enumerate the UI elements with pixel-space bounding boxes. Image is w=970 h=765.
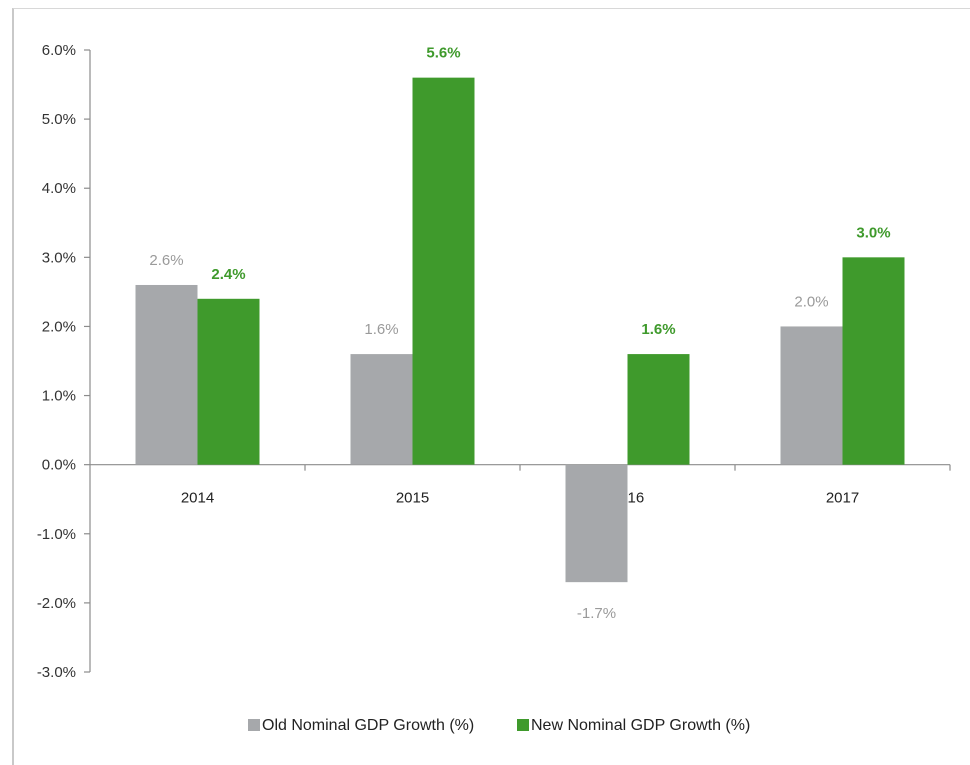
new-gdp-bar [627, 354, 690, 465]
new-gdp-bar [842, 257, 905, 465]
old-gdp-label: 1.6% [364, 321, 398, 338]
new-gdp-label: 5.6% [426, 45, 460, 62]
old-gdp-bar [780, 326, 843, 465]
legend-label-new: New Nominal GDP Growth (%) [531, 717, 750, 734]
y-tick-label: 1.0% [42, 388, 76, 405]
bars [135, 77, 905, 583]
y-tick-label: -3.0% [37, 664, 76, 681]
legend: Old Nominal GDP Growth (%) New Nominal GD… [248, 717, 750, 734]
new-gdp-bar [412, 77, 475, 465]
new-gdp-label: 3.0% [856, 224, 890, 241]
new-gdp-label: 2.4% [211, 266, 245, 283]
y-tick-label: -2.0% [37, 595, 76, 612]
y-tick-label: 2.0% [42, 318, 76, 335]
old-gdp-bar [135, 284, 198, 465]
y-tick-label: 6.0% [42, 42, 76, 59]
x-tick-label: 2015 [396, 490, 429, 507]
y-tick-label: 3.0% [42, 249, 76, 266]
legend-swatch-old [248, 719, 260, 731]
y-tick-label: -1.0% [37, 526, 76, 543]
y-tick-label: 5.0% [42, 111, 76, 128]
old-gdp-bar [350, 354, 413, 465]
axes: -3.0% -2.0% -1.0% 0.0% 1.0% 2.0% 3.0% 4.0% 5.0% 6… [37, 42, 951, 681]
chart-frame [12, 8, 970, 765]
y-tick-label: 4.0% [42, 180, 76, 197]
old-gdp-bar [565, 464, 628, 583]
data-labels: 2.6% 2.4% 1.6% 5.6% -1.7% 1.6% 2.0% 3.0% [149, 45, 890, 623]
legend-label-old: Old Nominal GDP Growth (%) [262, 717, 474, 734]
x-tick-label: 2017 [826, 490, 859, 507]
y-tick-label: 0.0% [42, 457, 76, 474]
new-gdp-label: 1.6% [641, 321, 675, 338]
new-gdp-bar [197, 298, 260, 465]
old-gdp-label: 2.0% [794, 293, 828, 310]
old-gdp-label: -1.7% [577, 605, 616, 622]
legend-swatch-new [517, 719, 529, 731]
x-tick-label: 2014 [181, 490, 214, 507]
old-gdp-label: 2.6% [149, 252, 183, 269]
